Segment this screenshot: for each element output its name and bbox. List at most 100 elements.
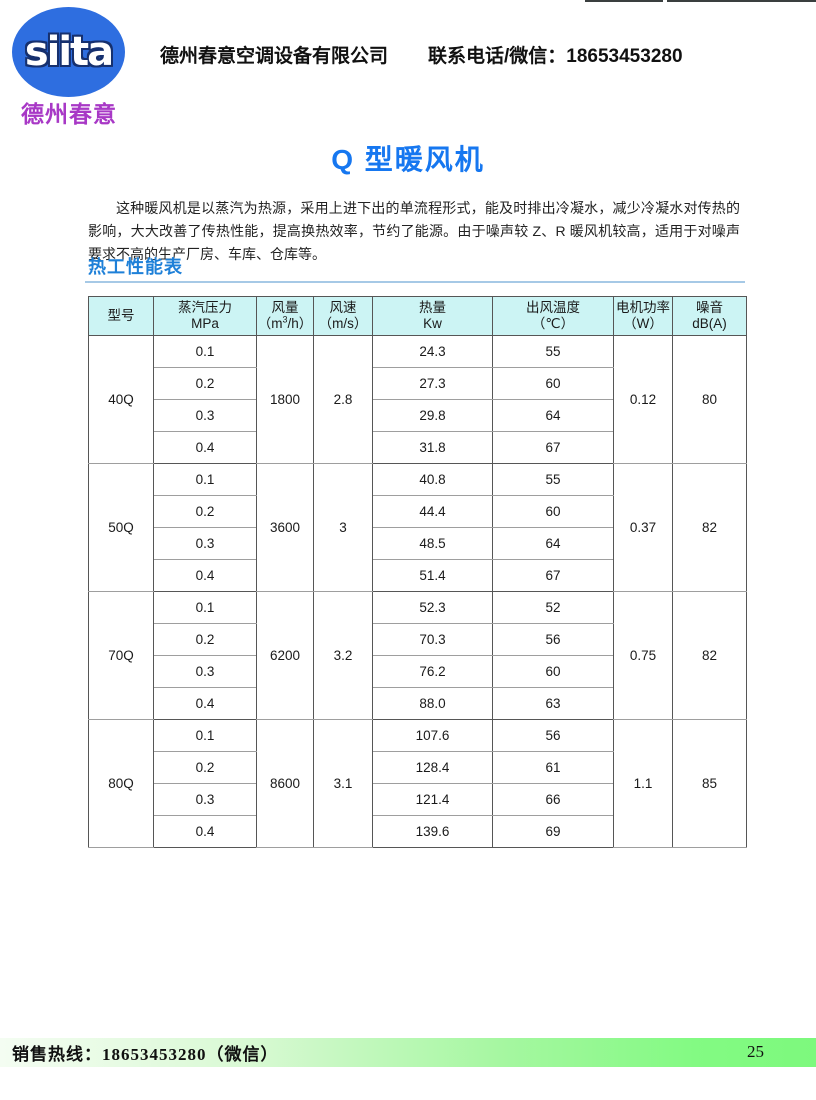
model-cell: 70Q xyxy=(88,591,154,720)
pressure-cell: 0.3 xyxy=(153,655,257,688)
logo-wordmark: siita xyxy=(24,29,114,75)
temp-cell: 64 xyxy=(492,399,614,432)
header-pressure: 蒸汽压力 MPa xyxy=(153,296,257,336)
temp-cell: 60 xyxy=(492,495,614,528)
heat-cell: 44.4 xyxy=(372,495,493,528)
temp-cell: 60 xyxy=(492,367,614,400)
table-row: 0.3 121.4 66 xyxy=(89,783,747,816)
pressure-cell: 0.2 xyxy=(153,623,257,656)
heat-cell: 31.8 xyxy=(372,431,493,464)
heat-cell: 70.3 xyxy=(372,623,493,656)
power-cell: 1.1 xyxy=(613,719,673,848)
table-row: 0.2 27.3 60 xyxy=(89,367,747,400)
table-row: 70Q 0.1 6200 3.2 52.3 52 0.75 82 xyxy=(88,591,747,720)
footer-band: 销售热线：18653453280（微信） 25 xyxy=(0,1038,816,1067)
airflow-cell: 1800 xyxy=(256,335,314,464)
table-row: 0.3 76.2 60 xyxy=(89,655,747,688)
pressure-cell: 0.3 xyxy=(153,527,257,560)
power-cell: 0.75 xyxy=(613,591,673,720)
table-row: 0.4 31.8 67 xyxy=(89,431,747,464)
pressure-cell: 0.1 xyxy=(153,719,257,752)
table-row: 0.2 44.4 60 xyxy=(89,495,747,528)
heat-cell: 107.6 xyxy=(372,719,493,752)
table-row: 0.3 48.5 64 xyxy=(89,527,747,560)
header-heat: 热量 Kw xyxy=(372,296,493,336)
table-header-row: 型号 蒸汽压力 MPa 风量 （m3/h） 风速 （m/s） 热量 Kw 出风温度 （℃）… xyxy=(88,296,747,336)
speed-cell: 3.1 xyxy=(313,719,373,848)
table-row: 50Q 0.1 3600 3 40.8 55 0.37 82 xyxy=(88,463,747,592)
heat-cell: 128.4 xyxy=(372,751,493,784)
model-cell: 80Q xyxy=(88,719,154,848)
pressure-cell: 0.4 xyxy=(153,559,257,592)
company-name: 德州春意空调设备有限公司 xyxy=(160,46,389,67)
power-cell: 0.12 xyxy=(613,335,673,464)
heat-cell: 52.3 xyxy=(372,591,493,624)
header-model: 型号 xyxy=(88,296,154,336)
noise-cell: 82 xyxy=(672,591,747,720)
table-row: 40Q 0.1 1800 2.8 24.3 55 0.12 80 xyxy=(88,335,747,464)
temp-cell: 55 xyxy=(492,463,614,496)
intro-paragraph: 这种暖风机是以蒸汽为热源，采用上进下出的单流程形式，能及时排出冷凝水，减少冷凝水… xyxy=(88,200,740,262)
header-airflow: 风量 （m3/h） xyxy=(256,296,314,336)
pressure-cell: 0.3 xyxy=(153,399,257,432)
heat-cell: 24.3 xyxy=(372,335,493,368)
temp-cell: 52 xyxy=(492,591,614,624)
heat-cell: 51.4 xyxy=(372,559,493,592)
temp-cell: 64 xyxy=(492,527,614,560)
pressure-cell: 0.4 xyxy=(153,431,257,464)
pressure-cell: 0.1 xyxy=(153,335,257,368)
temp-cell: 56 xyxy=(492,719,614,752)
airflow-cell: 3600 xyxy=(256,463,314,592)
page-number: 25 xyxy=(747,1042,764,1061)
temp-cell: 61 xyxy=(492,751,614,784)
scan-artifact-line xyxy=(585,0,663,2)
heat-cell: 48.5 xyxy=(372,527,493,560)
pressure-cell: 0.3 xyxy=(153,783,257,816)
temp-cell: 69 xyxy=(492,815,614,848)
thermal-performance-table: 型号 蒸汽压力 MPa 风量 （m3/h） 风速 （m/s） 热量 Kw 出风温度 （℃）… xyxy=(88,296,747,848)
pressure-cell: 0.1 xyxy=(153,591,257,624)
table-row: 0.4 139.6 69 xyxy=(89,815,747,848)
temp-cell: 56 xyxy=(492,623,614,656)
model-cell: 50Q xyxy=(88,463,154,592)
scan-artifact-line xyxy=(667,0,816,2)
table-row: 0.2 70.3 56 xyxy=(89,623,747,656)
header-temp: 出风温度 （℃） xyxy=(492,296,614,336)
heat-cell: 139.6 xyxy=(372,815,493,848)
header-power: 电机功率 （W） xyxy=(613,296,673,336)
logo-subtext: 德州春意 xyxy=(21,101,117,127)
pressure-cell: 0.4 xyxy=(153,815,257,848)
temp-cell: 55 xyxy=(492,335,614,368)
heat-cell: 76.2 xyxy=(372,655,493,688)
speed-cell: 2.8 xyxy=(313,335,373,464)
table-row: 0.4 88.0 63 xyxy=(89,687,747,720)
speed-cell: 3 xyxy=(313,463,373,592)
heat-cell: 121.4 xyxy=(372,783,493,816)
temp-cell: 67 xyxy=(492,431,614,464)
power-cell: 0.37 xyxy=(613,463,673,592)
page-title: Q 型暖风机 xyxy=(331,144,485,175)
table-row: 80Q 0.1 8600 3.1 107.6 56 1.1 85 xyxy=(88,719,747,848)
speed-cell: 3.2 xyxy=(313,591,373,720)
temp-cell: 60 xyxy=(492,655,614,688)
noise-cell: 85 xyxy=(672,719,747,848)
pressure-cell: 0.2 xyxy=(153,751,257,784)
thermal-performance-table-wrap: 型号 蒸汽压力 MPa 风量 （m3/h） 风速 （m/s） 热量 Kw 出风温度 （℃）… xyxy=(88,296,747,848)
heat-cell: 27.3 xyxy=(372,367,493,400)
contact-phone: 联系电话/微信：18653453280 xyxy=(428,46,683,67)
header-noise: 噪音 dB(A) xyxy=(672,296,747,336)
table-row: 0.3 29.8 64 xyxy=(89,399,747,432)
noise-cell: 80 xyxy=(672,335,747,464)
pressure-cell: 0.4 xyxy=(153,687,257,720)
airflow-cell: 6200 xyxy=(256,591,314,720)
pressure-cell: 0.2 xyxy=(153,367,257,400)
heat-cell: 40.8 xyxy=(372,463,493,496)
temp-cell: 66 xyxy=(492,783,614,816)
model-cell: 40Q xyxy=(88,335,154,464)
temp-cell: 63 xyxy=(492,687,614,720)
temp-cell: 67 xyxy=(492,559,614,592)
header-speed: 风速 （m/s） xyxy=(313,296,373,336)
section-title: 热工性能表 xyxy=(88,257,183,277)
sales-hotline: 销售热线：18653453280（微信） xyxy=(12,1045,279,1064)
